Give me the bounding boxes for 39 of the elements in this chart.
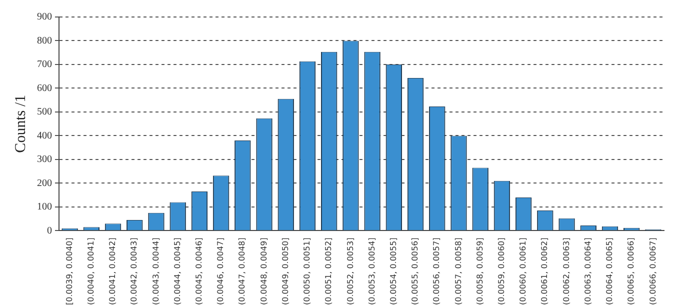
x-tick-label: (0.0056, 0.0057] (432, 238, 442, 305)
y-tick-label: 100 (37, 202, 52, 213)
x-tick-label: (0.0047, 0.0048] (238, 238, 247, 305)
y-tick-label: 0 (47, 225, 52, 236)
x-tick-label: (0.0046, 0.0047] (216, 238, 226, 305)
x-tick-label: (0.0063, 0.0064] (583, 238, 592, 305)
x-tick-label: (0.0044, 0.0045] (172, 238, 182, 305)
y-tick-label: 600 (37, 82, 52, 94)
x-tick-label: (0.0050, 0.0051] (302, 238, 312, 305)
y-tick-label: 200 (37, 178, 52, 189)
x-tick-label: (0.0058, 0.0059] (475, 238, 484, 305)
x-tick-label: (0.0043, 0.0044] (151, 238, 160, 305)
y-tick-label: 300 (37, 154, 52, 166)
y-tick-label: 500 (37, 106, 52, 118)
x-tick-label: (0.0066, 0.0067] (648, 238, 658, 305)
x-tick-label: (0.0057, 0.0058] (454, 238, 463, 305)
y-tick-label: 900 (37, 12, 52, 23)
x-tick-label: (0.0045, 0.0046] (194, 238, 204, 305)
x-tick-label: (0.0048, 0.0049] (259, 238, 268, 305)
y-tick-label: 700 (37, 59, 52, 70)
x-tick-label: (0.0060, 0.0061] (518, 238, 528, 305)
x-tick-label: (0.0053, 0.0054] (367, 238, 376, 305)
x-tick-label: (0.0062, 0.0063] (562, 238, 571, 305)
x-tick-label: (0.0059, 0.0060] (497, 238, 506, 305)
x-tick-label: (0.0041, 0.0042] (108, 238, 118, 305)
y-tick-label: 800 (37, 35, 52, 46)
y-tick-label: 400 (37, 130, 52, 142)
x-tick-label: (0.0040, 0.0041] (86, 238, 96, 305)
x-tick-label: (0.0052, 0.0053] (346, 238, 355, 305)
x-tick-label: (0.0049, 0.0050] (280, 238, 290, 305)
x-tick-label: (0.0065, 0.0066] (626, 238, 636, 305)
y-axis-title: Counts /1 (12, 94, 29, 153)
x-tick-label: (0.0051, 0.0052] (324, 238, 334, 305)
x-tick-label: (0.0055, 0.0056] (410, 238, 420, 305)
x-tick-label: (0.0042, 0.0043] (130, 238, 139, 305)
x-tick-label: (0.0054, 0.0055] (388, 238, 398, 305)
x-tick-label: (0.0064, 0.0065] (605, 238, 614, 305)
x-tick-label: (0.0061, 0.0062] (540, 238, 550, 305)
x-tick-label: [0.0039, 0.0040] (64, 238, 74, 305)
